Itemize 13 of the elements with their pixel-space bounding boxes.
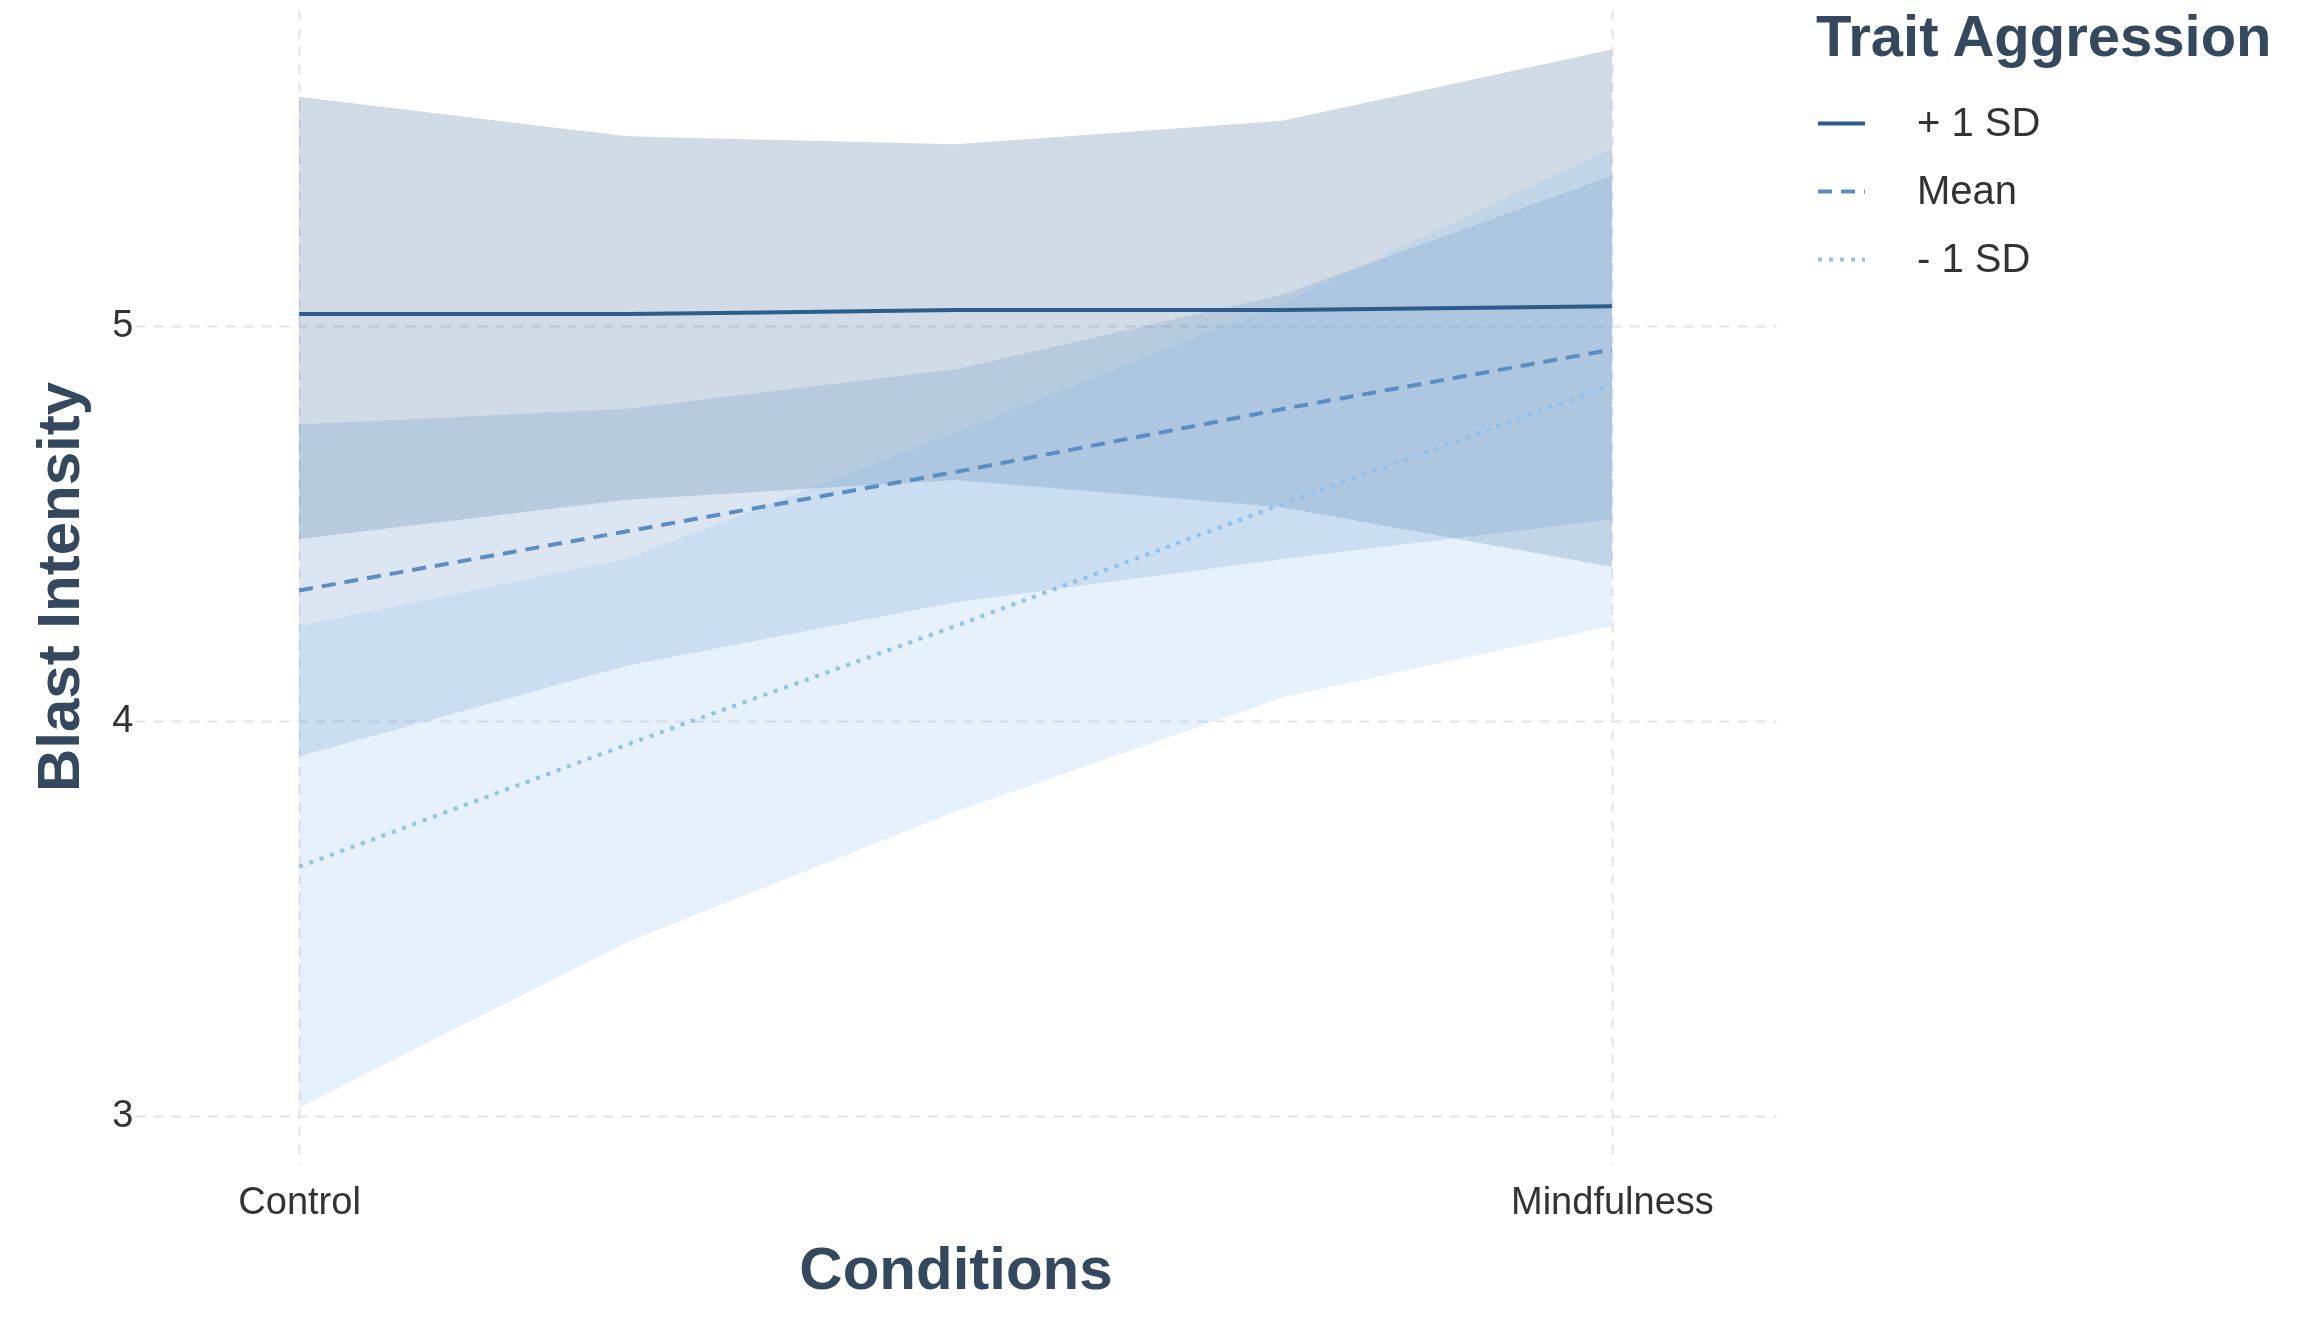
legend-label: - 1 SD xyxy=(1917,235,2031,280)
x-tick-label: Mindfulness xyxy=(1511,1179,1714,1222)
y-tick-label: 5 xyxy=(112,303,134,346)
y-tick-label: 4 xyxy=(112,698,134,741)
line-series xyxy=(297,383,1614,869)
legend-label: Mean xyxy=(1917,167,2018,212)
line-series xyxy=(297,347,1614,593)
legend-title: Trait Aggression xyxy=(1816,3,2272,68)
x-tick-label: Control xyxy=(238,1179,361,1222)
y-axis-title: Blast Intensity xyxy=(25,381,93,793)
legend-label: + 1 SD xyxy=(1917,99,2041,144)
x-axis-title: Conditions xyxy=(799,1234,1113,1302)
y-tick-label: 3 xyxy=(112,1093,134,1136)
